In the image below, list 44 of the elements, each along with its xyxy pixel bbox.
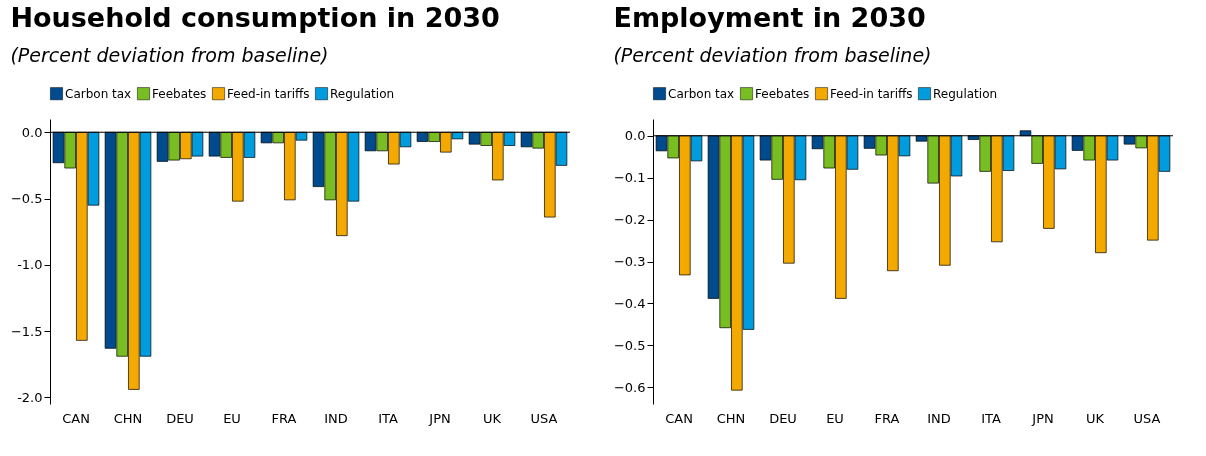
chart-subtitle: (Percent deviation from baseline) <box>10 44 329 66</box>
x-tick-label: UK <box>482 410 502 426</box>
x-tick-label: JPN <box>428 410 451 426</box>
x-tick-label: DEU <box>769 410 797 426</box>
legend-label: Feebates <box>755 86 810 101</box>
y-tick-label: −1.5 <box>10 323 43 339</box>
y-tick-label: −0.3 <box>613 254 646 269</box>
legend-label: Regulation <box>933 86 998 101</box>
y-tick-label: −0.6 <box>613 379 646 395</box>
y-tick-label: -2.0 <box>17 389 43 405</box>
x-tick-label: ITA <box>378 410 398 426</box>
legend-label: Carbon tax <box>668 86 735 101</box>
x-tick-label: EU <box>826 410 844 426</box>
y-tick-label: −0.5 <box>10 191 43 207</box>
x-tick-label: FRA <box>271 410 297 426</box>
x-tick-label: ITA <box>981 410 1001 426</box>
y-tick-label: -1.0 <box>17 257 43 273</box>
legend-label: Feed-in tariffs <box>830 86 913 101</box>
legend-label: Feebates <box>152 86 207 101</box>
y-tick-label: −0.4 <box>613 295 646 311</box>
x-tick-label: FRA <box>874 410 900 426</box>
y-tick-label: 0.0 <box>624 128 646 144</box>
x-tick-label: USA <box>1133 410 1161 426</box>
y-tick-label: −0.1 <box>613 170 646 186</box>
legend-label: Feed-in tariffs <box>227 86 310 101</box>
chart-subtitle: (Percent deviation from baseline) <box>613 44 932 66</box>
x-tick-label: EU <box>223 410 241 426</box>
chart-title: Employment in 2030 <box>613 2 926 33</box>
y-tick-label: 0.0 <box>21 124 43 140</box>
x-tick-label: CAN <box>665 410 693 426</box>
x-tick-label: CHN <box>113 410 143 426</box>
legend-label: Carbon tax <box>65 86 132 101</box>
chart-title: Household consumption in 2030 <box>10 2 500 33</box>
x-tick-label: CAN <box>62 410 90 426</box>
x-tick-label: DEU <box>166 410 194 426</box>
x-tick-label: IND <box>324 410 348 426</box>
y-tick-label: −0.5 <box>613 337 646 353</box>
legend-label: Regulation <box>330 86 395 101</box>
x-tick-label: USA <box>530 410 558 426</box>
x-tick-label: JPN <box>1031 410 1054 426</box>
y-tick-label: −0.2 <box>613 212 646 228</box>
x-tick-label: IND <box>927 410 951 426</box>
x-tick-label: CHN <box>716 410 746 426</box>
x-tick-label: UK <box>1085 410 1105 426</box>
